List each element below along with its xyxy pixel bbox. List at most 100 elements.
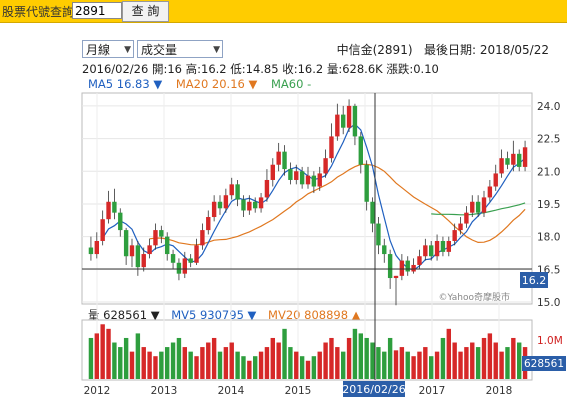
candle-body xyxy=(470,201,475,213)
volume-bar xyxy=(123,337,129,379)
candle-body xyxy=(153,230,158,246)
volume-bar xyxy=(118,347,123,379)
info-open: 開:16 xyxy=(151,62,182,76)
candle-body xyxy=(170,254,176,263)
volume-bar xyxy=(247,360,252,379)
candle-body xyxy=(511,153,516,165)
info-volume: 量:628.6K xyxy=(326,62,383,76)
ma60-label: MA60 - xyxy=(271,77,312,91)
info-change: 漲跌:0.10 xyxy=(386,62,439,76)
candle-body xyxy=(147,245,152,255)
candle-body xyxy=(452,230,457,241)
volume-bar xyxy=(475,347,481,379)
candle-body xyxy=(341,114,346,128)
y-tick-label: 15.0 xyxy=(537,297,560,309)
candle-body xyxy=(123,230,129,257)
volume-bar xyxy=(511,337,516,379)
volume-bar xyxy=(376,347,381,379)
candle-body xyxy=(288,169,293,180)
info-close: 收:16.2 xyxy=(282,62,324,76)
candle-body xyxy=(323,158,328,174)
volume-bar xyxy=(382,351,387,379)
volume-bar xyxy=(487,333,493,379)
volume-legend: 量 628561 ▼ MV5 930795 ▼ MV20 808898 ▲ xyxy=(88,307,369,323)
candle-body xyxy=(176,262,182,274)
volume-bar xyxy=(417,351,422,379)
volume-bar xyxy=(241,356,246,379)
candle-body xyxy=(411,264,416,272)
candle-body xyxy=(270,164,275,180)
stock-code-input[interactable] xyxy=(72,2,122,19)
candle-body xyxy=(517,153,522,167)
info-high: 高:16.2 xyxy=(185,62,227,76)
chevron-down-icon: ▼ xyxy=(213,45,220,55)
volume-bar xyxy=(288,347,293,379)
volume-bar xyxy=(223,347,229,379)
volume-bar xyxy=(305,360,311,379)
volume-panel-frame xyxy=(81,319,533,381)
candle-body xyxy=(376,223,381,246)
volume-bar xyxy=(452,342,457,379)
volume-bar xyxy=(387,337,393,379)
candle-body xyxy=(100,219,105,241)
candle-body xyxy=(446,240,451,252)
period-select-value: 月線 xyxy=(86,43,111,57)
indicator-select[interactable]: 成交量 ▼ xyxy=(137,40,223,58)
x-tick-label: 2012 xyxy=(84,385,111,397)
price-tag-box xyxy=(520,272,548,288)
candle-body xyxy=(94,240,99,255)
candle-body xyxy=(464,212,469,224)
candle-body xyxy=(434,240,440,257)
candle-body xyxy=(417,256,422,265)
candle-body xyxy=(429,245,434,257)
candle-body xyxy=(364,164,369,202)
candle-body xyxy=(346,105,352,128)
info-date: 2016/02/26 xyxy=(82,62,149,76)
volume-bar xyxy=(153,356,158,379)
volume-bar xyxy=(100,324,105,379)
x-tick-label: 2017 xyxy=(419,385,446,397)
candle-body xyxy=(475,201,481,213)
candle-body xyxy=(206,217,211,231)
candle-body xyxy=(141,254,146,268)
vol-label: 量 628561 ▼ xyxy=(88,308,160,322)
volume-bar xyxy=(393,350,399,379)
candle-body xyxy=(387,254,393,279)
candle-body xyxy=(487,186,493,198)
candle-body xyxy=(282,151,287,170)
volume-bar xyxy=(352,328,358,379)
info-low: 低:14.85 xyxy=(230,62,279,76)
x-tick-label: 2018 xyxy=(486,385,513,397)
period-select[interactable]: 月線 ▼ xyxy=(82,40,134,58)
volume-bar xyxy=(270,337,275,379)
ma20-line xyxy=(149,163,526,246)
volume-bar xyxy=(499,351,504,379)
candle-body xyxy=(299,171,305,185)
volume-bar xyxy=(94,333,99,379)
candle-body xyxy=(235,184,240,200)
query-button[interactable]: 查 詢 xyxy=(122,1,169,22)
volume-bar xyxy=(211,337,217,379)
candle-body xyxy=(370,201,375,224)
search-label: 股票代號查詢 xyxy=(2,5,75,19)
candle-body xyxy=(352,105,358,137)
ma-legend: MA5 16.83 ▼ MA20 20.16 ▼ MA60 - xyxy=(88,77,321,91)
volume-bar xyxy=(346,337,352,379)
candle-body xyxy=(106,201,111,220)
candle-body xyxy=(382,245,387,255)
y-tick-label: 18.0 xyxy=(537,232,560,244)
volume-bar xyxy=(399,347,405,379)
x-tick-label: 2014 xyxy=(218,385,245,397)
volume-bar xyxy=(258,351,264,379)
candle-body xyxy=(264,179,270,198)
watermark: ©Yahoo奇摩股市 xyxy=(439,291,511,303)
volume-bar xyxy=(112,342,117,379)
volume-bar xyxy=(88,337,94,379)
y-tick-label: 24.0 xyxy=(537,101,560,113)
candle-body xyxy=(358,136,363,165)
candle-body xyxy=(329,136,334,159)
candle-body xyxy=(393,275,399,279)
candle-body xyxy=(311,175,317,187)
last-date: 最後日期: 2018/05/22 xyxy=(423,43,549,57)
